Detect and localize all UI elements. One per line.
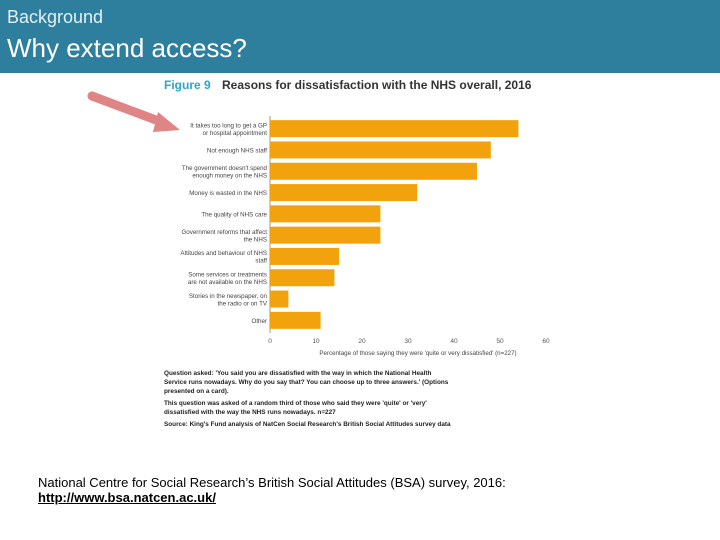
chart-note: Service runs nowadays. Why do you say th… [164, 379, 449, 386]
bar [270, 141, 491, 159]
chart-note: Question asked: 'You said you are dissat… [164, 370, 431, 377]
category-label: The quality of NHS care [201, 211, 267, 218]
bar [270, 205, 381, 223]
x-tick-label: 60 [542, 338, 550, 345]
bar [270, 162, 477, 180]
figure-label: Figure 9 [164, 78, 211, 92]
bar [270, 247, 339, 265]
bar [270, 311, 321, 329]
source-caption: National Centre for Social Research’s Br… [38, 475, 506, 490]
category-label: are not available on the NHS [188, 279, 267, 286]
category-label: or hospital appointment [203, 130, 268, 137]
slide-title: Why extend access? [7, 33, 247, 63]
category-label: enough money on the NHS [192, 173, 267, 180]
source-link[interactable]: http://www.bsa.natcen.ac.uk/ [38, 490, 216, 505]
category-label: Other [252, 318, 267, 325]
category-label: the NHS [244, 236, 267, 243]
category-label: Money is wasted in the NHS [189, 190, 267, 197]
chart-note: Source: King's Fund analysis of NatCen S… [164, 421, 451, 428]
header-bar: Background Why extend access? [0, 0, 720, 73]
category-label: the radio or on TV [218, 300, 268, 307]
category-label: Stories in the newspaper, on [189, 293, 268, 300]
bar [270, 226, 381, 244]
category-label: Attitudes and behaviour of NHS [180, 250, 267, 257]
x-tick-label: 30 [404, 338, 412, 345]
bar [270, 120, 519, 138]
category-label: Government reforms that affect [181, 229, 267, 236]
x-tick-label: 40 [450, 338, 458, 345]
category-label: staff [255, 258, 267, 265]
chart-title: Reasons for dissatisfaction with the NHS… [222, 78, 532, 92]
bar-chart: Figure 9 Reasons for dissatisfaction with… [164, 78, 550, 428]
category-label: Some services or treatments [188, 272, 267, 279]
section-kicker: Background [7, 7, 104, 27]
bar [270, 184, 418, 202]
category-label: The government doesn't spend [182, 165, 268, 172]
bar [270, 290, 289, 308]
bar [270, 269, 335, 287]
x-tick-label: 50 [496, 338, 504, 345]
x-tick-label: 20 [358, 338, 366, 345]
x-tick-label: 0 [268, 338, 272, 345]
category-label: It takes too long to get a GP [190, 122, 267, 129]
x-tick-label: 10 [312, 338, 320, 345]
chart-note: This question was asked of a random thir… [164, 400, 427, 407]
chart-note: dissatisfied with the way the NHS runs n… [164, 409, 336, 416]
chart-note: presented on a card). [164, 388, 229, 395]
category-label: Not enough NHS staff [207, 147, 267, 154]
x-axis-label: Percentage of those saying they were 'qu… [319, 350, 516, 357]
figure: Figure 9 Reasons for dissatisfaction with… [160, 74, 560, 466]
